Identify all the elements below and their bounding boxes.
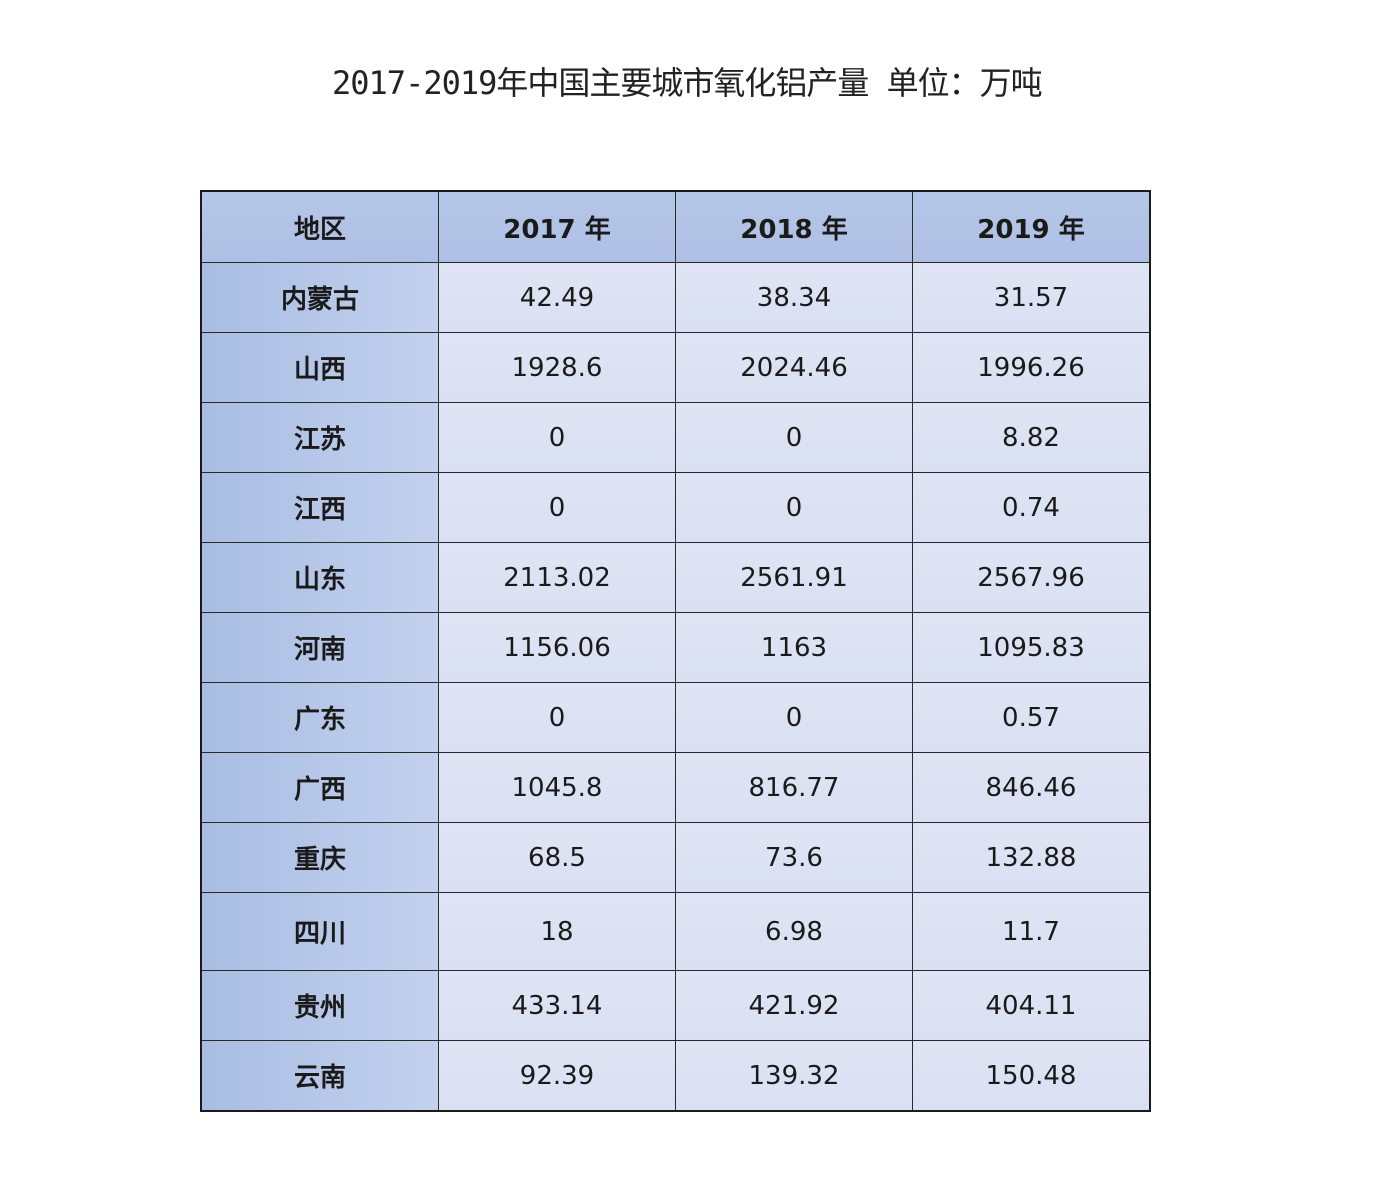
region-cell: 山东	[200, 542, 439, 613]
region-cell: 江苏	[200, 402, 439, 473]
value-cell: 38.34	[675, 262, 913, 333]
value-cell: 404.11	[912, 970, 1151, 1041]
value-cell: 18	[438, 892, 676, 971]
value-cell: 1045.8	[438, 752, 676, 823]
table-row: 重庆 68.5 73.6 132.88	[200, 822, 1151, 893]
value-cell: 1095.83	[912, 612, 1151, 683]
value-cell: 73.6	[675, 822, 913, 893]
value-cell: 1156.06	[438, 612, 676, 683]
value-cell: 6.98	[675, 892, 913, 971]
region-cell: 四川	[200, 892, 439, 971]
value-cell: 0	[675, 682, 913, 753]
region-cell: 广西	[200, 752, 439, 823]
table-row: 四川 18 6.98 11.7	[200, 892, 1151, 971]
region-cell: 江西	[200, 472, 439, 543]
value-cell: 1928.6	[438, 332, 676, 403]
value-cell: 8.82	[912, 402, 1151, 473]
table-row: 内蒙古 42.49 38.34 31.57	[200, 262, 1151, 333]
value-cell: 11.7	[912, 892, 1151, 971]
value-cell: 816.77	[675, 752, 913, 823]
region-cell: 重庆	[200, 822, 439, 893]
value-cell: 2561.91	[675, 542, 913, 613]
region-cell: 广东	[200, 682, 439, 753]
value-cell: 0	[675, 472, 913, 543]
region-cell: 河南	[200, 612, 439, 683]
value-cell: 0	[438, 402, 676, 473]
value-cell: 0	[438, 472, 676, 543]
table-row: 河南 1156.06 1163 1095.83	[200, 612, 1151, 683]
table-row: 江苏 0 0 8.82	[200, 402, 1151, 473]
value-cell: 139.32	[675, 1040, 913, 1112]
value-cell: 92.39	[438, 1040, 676, 1112]
column-header: 2019 年	[912, 190, 1151, 263]
region-cell: 内蒙古	[200, 262, 439, 333]
table-row: 广东 0 0 0.57	[200, 682, 1151, 753]
region-cell: 云南	[200, 1040, 439, 1112]
value-cell: 1996.26	[912, 332, 1151, 403]
column-header: 2017 年	[438, 190, 676, 263]
column-header: 2018 年	[675, 190, 913, 263]
value-cell: 1163	[675, 612, 913, 683]
column-header: 地区	[200, 190, 439, 263]
value-cell: 2024.46	[675, 332, 913, 403]
value-cell: 2567.96	[912, 542, 1151, 613]
page-title: 2017-2019年中国主要城市氧化铝产量 单位：万吨	[332, 64, 1043, 102]
region-cell: 山西	[200, 332, 439, 403]
table-row: 江西 0 0 0.74	[200, 472, 1151, 543]
region-cell: 贵州	[200, 970, 439, 1041]
value-cell: 0	[438, 682, 676, 753]
table-row: 云南 92.39 139.32 150.48	[200, 1040, 1151, 1112]
value-cell: 150.48	[912, 1040, 1151, 1112]
table-row: 山东 2113.02 2561.91 2567.96	[200, 542, 1151, 613]
data-table: 地区 2017 年 2018 年 2019 年 内蒙古 42.49 38.34 31.57 山…	[200, 190, 1151, 1112]
value-cell: 433.14	[438, 970, 676, 1041]
table-header-row: 地区 2017 年 2018 年 2019 年	[200, 190, 1151, 263]
value-cell: 0	[675, 402, 913, 473]
value-cell: 42.49	[438, 262, 676, 333]
value-cell: 0.74	[912, 472, 1151, 543]
table-row: 广西 1045.8 816.77 846.46	[200, 752, 1151, 823]
value-cell: 0.57	[912, 682, 1151, 753]
value-cell: 421.92	[675, 970, 913, 1041]
table-row: 贵州 433.14 421.92 404.11	[200, 970, 1151, 1041]
value-cell: 132.88	[912, 822, 1151, 893]
value-cell: 2113.02	[438, 542, 676, 613]
table-row: 山西 1928.6 2024.46 1996.26	[200, 332, 1151, 403]
value-cell: 31.57	[912, 262, 1151, 333]
value-cell: 846.46	[912, 752, 1151, 823]
value-cell: 68.5	[438, 822, 676, 893]
